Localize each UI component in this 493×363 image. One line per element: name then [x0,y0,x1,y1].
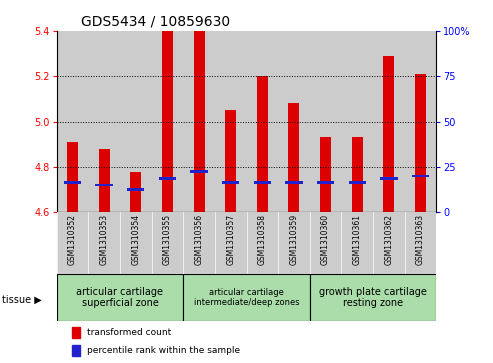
Text: GSM1310360: GSM1310360 [321,213,330,265]
Bar [380,177,397,180]
Text: growth plate cartilage
resting zone: growth plate cartilage resting zone [319,287,427,309]
Bar [246,31,278,212]
Bar [246,212,278,274]
Bar [96,184,113,187]
Bar [183,212,215,274]
Bar [253,182,271,184]
Bar [64,182,81,184]
Bar [288,103,299,212]
Text: GSM1310353: GSM1310353 [100,213,108,265]
Bar [310,274,436,321]
Bar [412,175,429,178]
Bar [152,31,183,212]
Bar [152,212,183,274]
Text: GSM1310357: GSM1310357 [226,213,235,265]
Text: GSM1310352: GSM1310352 [68,213,77,265]
Bar [222,182,240,184]
Bar [384,56,394,212]
Text: GDS5434 / 10859630: GDS5434 / 10859630 [81,15,230,29]
Text: GSM1310356: GSM1310356 [195,213,204,265]
Text: articular cartilage
intermediate/deep zones: articular cartilage intermediate/deep zo… [194,288,299,307]
Text: GSM1310363: GSM1310363 [416,213,425,265]
Bar [88,31,120,212]
Bar [317,182,334,184]
Bar [183,274,310,321]
Bar [405,212,436,274]
Bar [415,74,426,212]
Text: transformed count: transformed count [87,328,172,337]
Bar [341,212,373,274]
Text: GSM1310361: GSM1310361 [352,213,362,265]
Text: tissue ▶: tissue ▶ [2,294,42,305]
Bar [120,31,152,212]
Bar [215,31,246,212]
Bar [57,31,88,212]
Text: percentile rank within the sample: percentile rank within the sample [87,346,241,355]
Bar [159,177,176,180]
Bar [310,31,341,212]
Bar [278,31,310,212]
Text: GSM1310359: GSM1310359 [289,213,298,265]
Bar [349,182,366,184]
Bar [373,31,405,212]
Bar [194,31,205,212]
Bar [285,182,303,184]
Bar [120,212,152,274]
Bar [88,212,120,274]
Bar [72,327,80,338]
Bar [162,31,173,212]
Bar [130,172,141,212]
Bar [67,142,78,212]
Bar [225,110,236,212]
Bar [183,31,215,212]
Text: GSM1310355: GSM1310355 [163,213,172,265]
Text: GSM1310362: GSM1310362 [385,213,393,265]
Bar [405,31,436,212]
Bar [215,212,246,274]
Bar [127,188,144,191]
Text: GSM1310358: GSM1310358 [258,213,267,265]
Bar [57,274,183,321]
Bar [57,212,88,274]
Text: articular cartilage
superficial zone: articular cartilage superficial zone [76,287,164,309]
Bar [278,212,310,274]
Bar [320,138,331,212]
Bar [310,212,341,274]
Bar [352,138,363,212]
Bar [373,212,405,274]
Bar [190,170,208,173]
Text: GSM1310354: GSM1310354 [131,213,141,265]
Bar [341,31,373,212]
Bar [257,76,268,212]
Bar [99,149,109,212]
Bar [72,345,80,356]
